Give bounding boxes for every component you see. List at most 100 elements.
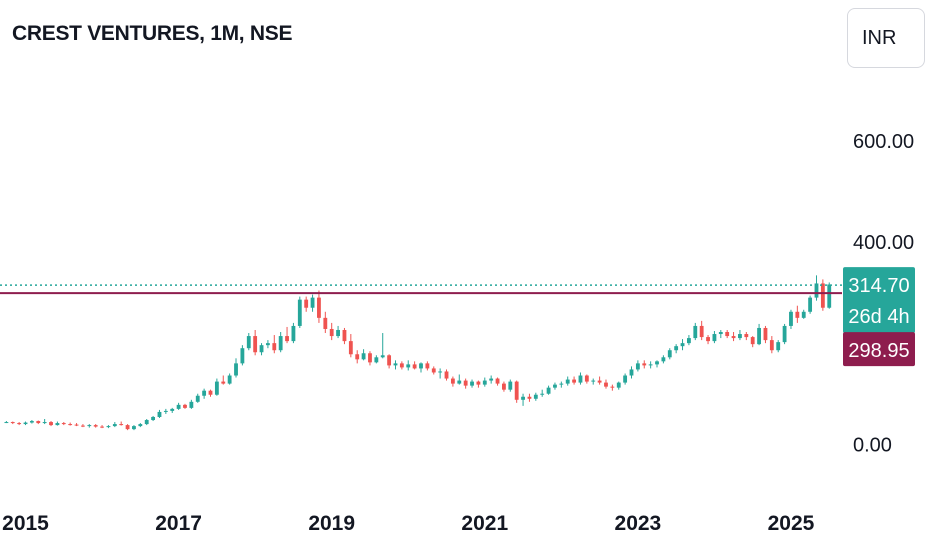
chart-title: CREST VENTURES, 1M, NSE <box>12 22 293 45</box>
candle <box>342 327 347 345</box>
candle-body <box>731 336 736 339</box>
candle <box>304 296 309 312</box>
candle <box>482 377 487 387</box>
candle-body <box>533 394 538 399</box>
candle-body <box>782 325 787 343</box>
candle <box>431 366 436 375</box>
candle <box>572 376 577 385</box>
candle <box>744 332 749 341</box>
candle <box>348 334 353 358</box>
candle-body <box>297 299 302 326</box>
candle <box>667 348 672 360</box>
candle-body <box>406 364 411 368</box>
candle <box>789 309 793 329</box>
candle-body <box>757 327 761 345</box>
candle <box>616 381 621 390</box>
candle-body <box>246 336 251 349</box>
candle-body <box>463 380 468 386</box>
candle-body <box>61 423 66 425</box>
candle-body <box>795 311 800 318</box>
candle-body <box>317 297 321 318</box>
candle <box>93 424 98 428</box>
candle-body <box>763 327 768 341</box>
candle-body <box>157 411 162 417</box>
candle <box>36 420 41 425</box>
overlays-layer <box>0 284 842 295</box>
candle-body <box>189 401 194 408</box>
y-tick-label: 600.00 <box>853 131 914 153</box>
candle-body <box>706 337 710 342</box>
candle-body <box>214 381 219 395</box>
candle <box>240 345 245 366</box>
candle <box>820 279 825 311</box>
candle <box>10 421 15 425</box>
candle <box>81 424 85 428</box>
candle-body <box>291 325 296 342</box>
candle-body <box>450 378 455 384</box>
candle <box>495 377 500 386</box>
candle-body <box>521 396 525 400</box>
candle-body <box>546 387 551 394</box>
candle <box>718 329 723 339</box>
candle-body <box>138 424 143 427</box>
candle <box>502 381 506 392</box>
candle <box>355 350 360 364</box>
candle-body <box>610 386 615 388</box>
candle <box>514 380 519 403</box>
x-tick-label: 2015 <box>2 512 49 535</box>
x-tick-label: 2019 <box>308 512 355 535</box>
candle-body <box>559 383 564 385</box>
candle-body <box>29 421 34 423</box>
x-tick-label: 2023 <box>615 512 662 535</box>
candle <box>406 360 411 371</box>
candle <box>769 336 774 354</box>
candle-body <box>693 325 698 339</box>
candle-body <box>674 346 679 351</box>
candle-body <box>17 423 22 425</box>
candle <box>151 415 156 422</box>
candle <box>278 332 283 353</box>
candle-body <box>68 424 73 426</box>
y-tick-label: 0.00 <box>853 434 892 456</box>
candle-body <box>814 283 819 298</box>
candle <box>508 379 513 392</box>
candle <box>170 407 175 413</box>
candle-body <box>438 371 443 373</box>
candle <box>195 393 200 403</box>
currency-selector-button[interactable]: INR <box>847 8 925 68</box>
candle <box>202 388 207 399</box>
candle <box>470 379 474 388</box>
candle <box>119 421 124 426</box>
candle-body <box>540 393 545 395</box>
candle <box>29 420 34 424</box>
candle <box>565 376 570 386</box>
candle-body <box>202 390 207 396</box>
candle-body <box>285 336 289 342</box>
candle <box>4 421 9 424</box>
candle-body <box>125 425 130 430</box>
candle-body <box>489 378 494 381</box>
candle <box>297 296 302 328</box>
candle-body <box>272 343 277 351</box>
price-tags: 314.70 26d 4h 298.95 <box>843 267 915 367</box>
candle <box>674 344 679 354</box>
candle <box>699 320 704 341</box>
candle-body <box>629 369 634 376</box>
candle <box>285 326 289 344</box>
candle-body <box>176 404 181 409</box>
candle-body <box>597 380 602 383</box>
candle <box>419 362 423 373</box>
candle-body <box>661 357 666 362</box>
candle <box>680 339 685 351</box>
bar-countdown: 26d 4h <box>848 306 909 328</box>
candle <box>527 393 532 402</box>
candle-body <box>527 396 532 399</box>
candle <box>521 393 525 406</box>
candle <box>17 422 22 426</box>
candle <box>329 322 334 341</box>
candle <box>183 403 187 409</box>
candle-body <box>444 371 449 379</box>
candle-body <box>23 422 28 425</box>
candle <box>61 422 66 426</box>
